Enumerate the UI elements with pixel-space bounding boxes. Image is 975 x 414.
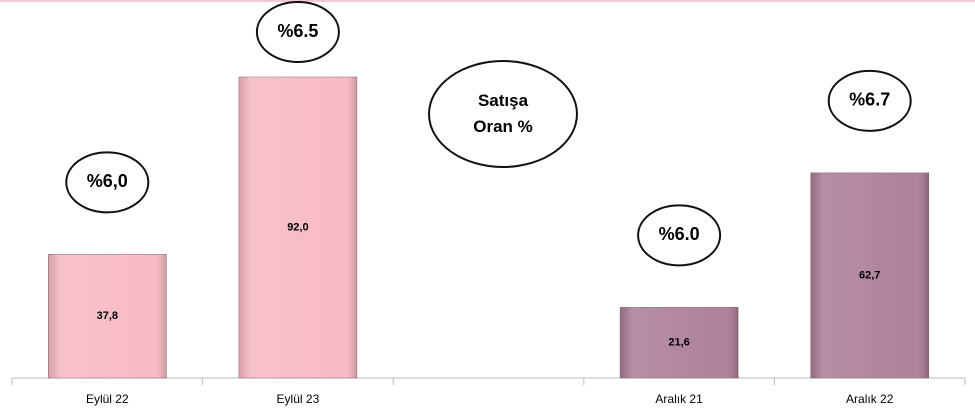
bar-shade — [48, 254, 167, 378]
value-label: 37,8 — [97, 310, 118, 322]
ratio-label: %6.7 — [849, 90, 890, 110]
bar-shade — [620, 307, 739, 378]
annotation: Satışa Oran % — [428, 60, 578, 168]
ratio-bubble — [827, 69, 912, 132]
x-tick-label: Eylül 22 — [86, 392, 129, 406]
ratio-label: %6,0 — [87, 171, 128, 191]
x-tick-label: Aralık 21 — [655, 392, 703, 406]
ratio-label: %6.5 — [277, 21, 318, 41]
ratio-bubble — [255, 1, 340, 63]
ratio-bubble — [637, 204, 722, 267]
ratio-label: %6.0 — [659, 224, 700, 244]
value-label: 92,0 — [287, 221, 308, 233]
x-tick-label: Eylül 23 — [277, 392, 320, 406]
value-label: 62,7 — [859, 269, 880, 281]
x-tick-label: Aralık 22 — [846, 392, 894, 406]
bar-shade — [810, 172, 929, 378]
bar-shade — [238, 77, 357, 378]
ratio-bubble — [65, 151, 150, 214]
value-label: 21,6 — [668, 337, 689, 349]
